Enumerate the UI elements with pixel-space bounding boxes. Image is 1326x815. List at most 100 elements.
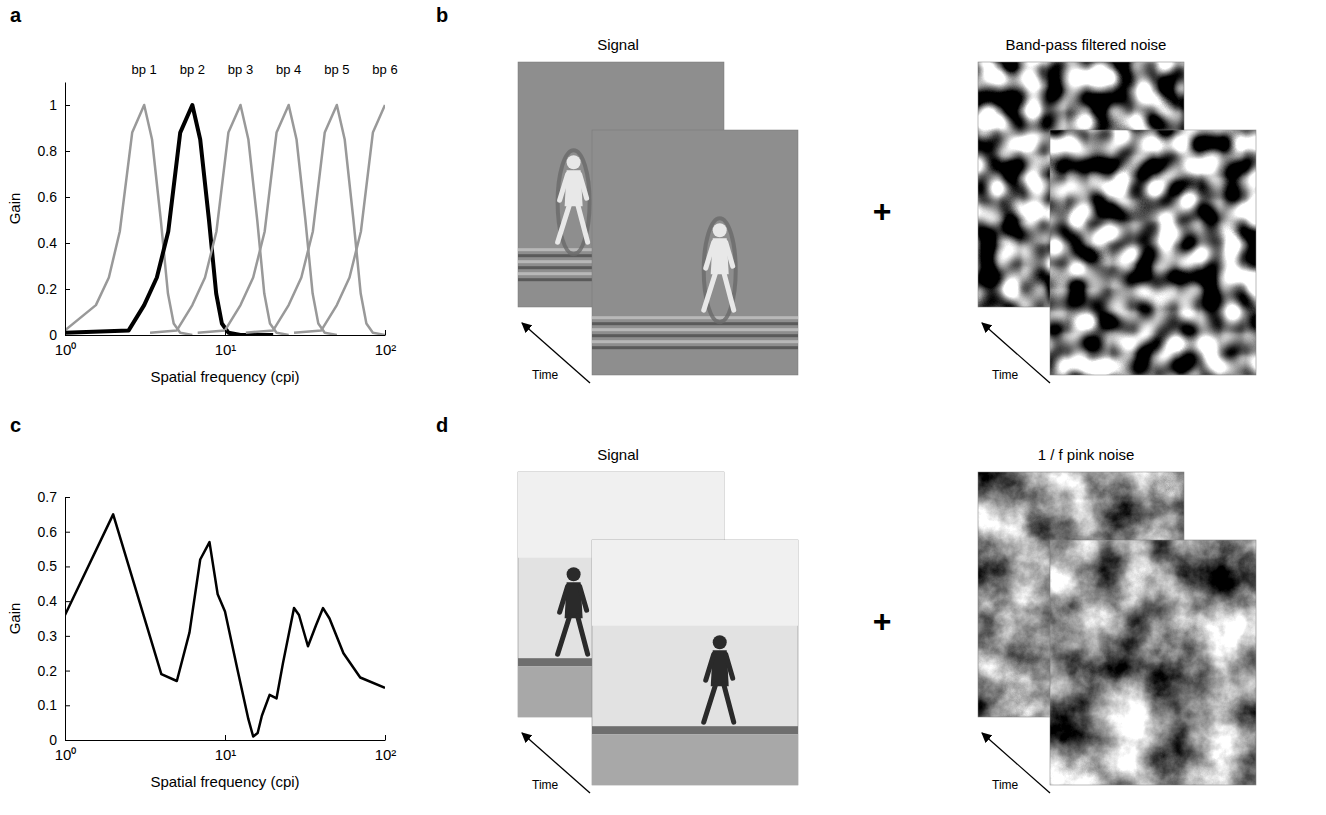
series-label: bp 5 [324, 62, 349, 77]
y-tick-mark [65, 532, 70, 533]
data-line [150, 105, 289, 335]
panel-letter: d [436, 414, 448, 436]
y-tick: 0.4 [38, 593, 70, 609]
y-tick-mark [65, 636, 70, 637]
x-axis: 10⁰ 10¹ 10² [55, 735, 397, 763]
y-tick: 0.8 [38, 143, 70, 159]
panel-letter: c [10, 414, 21, 436]
x-tick-mark [385, 735, 386, 740]
time-label: Time [992, 368, 1019, 382]
image-panel: bSignalBand-pass filtered noiseTimeTime+ [436, 4, 1256, 383]
x-tick-mark [225, 735, 226, 740]
signal-image [592, 540, 798, 785]
y-tick-label: 0.6 [38, 189, 58, 205]
signal-frame [592, 130, 798, 375]
y-tick-mark [65, 105, 70, 106]
walker-figure [558, 567, 588, 654]
y-tick-label: 0.5 [38, 558, 58, 574]
x-tick-label: 10⁰ [55, 746, 77, 763]
signal-title: Signal [597, 36, 639, 53]
y-tick: 0.7 [38, 489, 70, 505]
data-line [65, 105, 192, 335]
x-tick-label: 10⁰ [55, 341, 77, 358]
x-axis-line [66, 335, 386, 336]
y-tick: 0.6 [38, 524, 70, 540]
x-tick-label: 10² [375, 341, 397, 358]
y-tick-label: 0.3 [38, 628, 58, 644]
y-tick-mark [65, 497, 70, 498]
y-tick: 0.2 [38, 663, 70, 679]
x-tick-label: 10¹ [215, 746, 237, 763]
y-axis-line [65, 498, 66, 741]
signal-title: Signal [597, 446, 639, 463]
y-tick: 0.6 [38, 189, 70, 205]
plot-area [65, 105, 385, 335]
data-line [198, 105, 337, 335]
y-axis-title: Gain [6, 193, 23, 225]
y-tick-mark [65, 671, 70, 672]
x-tick-label: 10² [375, 746, 397, 763]
panel-letter: a [10, 4, 22, 26]
series-label: bp 6 [372, 62, 397, 77]
figure: abp 1bp 2bp 3bp 4bp 5bp 610⁰10¹10²00.20.… [0, 0, 1326, 815]
noise-title: 1 / f pink noise [1038, 446, 1135, 463]
chart-panel: c 10⁰ 10¹ 10² 0 0.1 0.2 0.3 0.4 0.5 0.6 0.7 Spatial … [6, 414, 396, 790]
y-tick: 1 [49, 97, 70, 113]
x-tick-label: 10¹ [215, 341, 237, 358]
y-tick-label: 0.7 [38, 489, 58, 505]
y-axis-title: Gain [6, 603, 23, 635]
signal-frame [592, 540, 798, 785]
y-axis-line [65, 83, 66, 336]
y-tick-mark [65, 197, 70, 198]
data-line [65, 514, 385, 736]
signal-image [592, 130, 798, 375]
data-line [246, 105, 385, 335]
y-tick-label: 0.8 [38, 143, 58, 159]
y-tick-mark [65, 601, 70, 602]
series-label: bp 4 [276, 62, 301, 77]
y-tick-label: 0.2 [38, 281, 58, 297]
time-arrow [982, 733, 1050, 793]
y-tick: 0.5 [38, 558, 70, 574]
noise-frame-border [1050, 130, 1256, 375]
y-tick-label: 0 [49, 732, 57, 748]
y-tick: 0 [49, 327, 70, 343]
x-axis: 10⁰ 10¹ 10² [55, 330, 397, 358]
y-tick: 0.3 [38, 628, 70, 644]
y-tick-label: 1 [49, 97, 57, 113]
series-label: bp 3 [228, 62, 253, 77]
x-axis-line [66, 740, 386, 741]
y-tick-mark [65, 335, 70, 336]
x-axis-title: Spatial frequency (cpi) [150, 368, 299, 385]
time-label: Time [532, 778, 559, 792]
panel-letter: b [436, 4, 448, 26]
series-label: bp 1 [132, 62, 157, 77]
chart-panel: abp 1bp 2bp 3bp 4bp 5bp 610⁰10¹10²00.20.… [6, 4, 398, 385]
data-line [294, 105, 385, 333]
x-axis-title: Spatial frequency (cpi) [150, 773, 299, 790]
time-arrow [982, 323, 1050, 383]
noise-frame-border [1050, 540, 1256, 785]
y-tick-mark [65, 289, 70, 290]
operator: + [873, 603, 892, 639]
y-tick-mark [65, 151, 70, 152]
walker-figure [704, 218, 736, 322]
image-panel: d Signal 1 / f pink noise Time Time + [436, 414, 1256, 793]
walker-figure [704, 635, 734, 722]
y-tick-mark [65, 566, 70, 567]
noise-image [1050, 130, 1256, 375]
time-arrow [522, 733, 590, 793]
operator: + [873, 193, 892, 229]
time-label: Time [992, 778, 1019, 792]
y-tick: 0.4 [38, 235, 70, 251]
y-tick-mark [65, 243, 70, 244]
y-tick-label: 0.1 [38, 697, 58, 713]
x-tick: 10² [375, 735, 397, 763]
noise-image [1050, 540, 1256, 785]
y-tick: 0.2 [38, 281, 70, 297]
x-tick-mark [385, 330, 386, 335]
y-tick-mark [65, 705, 70, 706]
time-arrow [522, 323, 590, 383]
y-tick-label: 0.4 [38, 593, 58, 609]
y-tick-label: 0.4 [38, 235, 58, 251]
